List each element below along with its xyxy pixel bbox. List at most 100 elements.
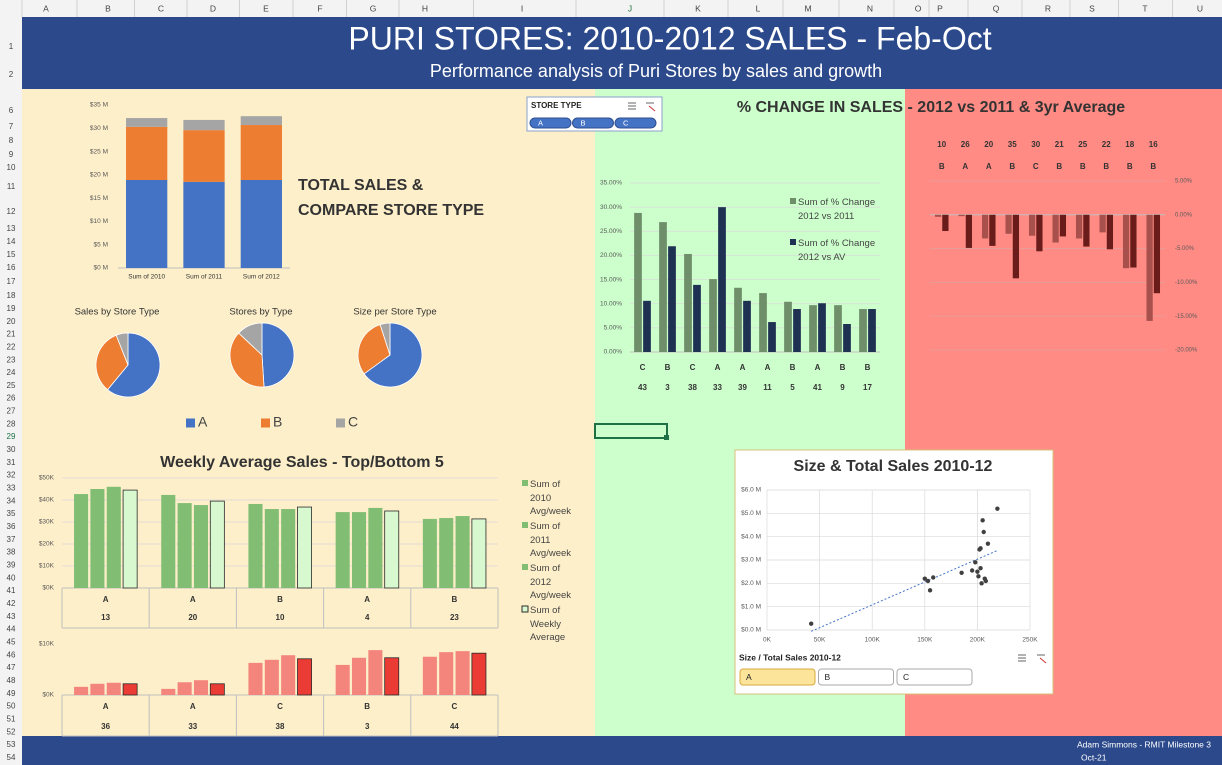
bar xyxy=(759,293,767,352)
column-header: N xyxy=(867,3,873,13)
bar xyxy=(981,214,989,239)
row-header: 54 xyxy=(7,753,16,762)
y-tick-label: $10 M xyxy=(90,218,108,225)
row-header: 13 xyxy=(7,224,16,233)
legend-swatch xyxy=(790,239,796,245)
scatter-point xyxy=(980,518,985,523)
column-header: K xyxy=(695,3,701,13)
bar xyxy=(422,656,437,695)
row-header: 48 xyxy=(7,676,16,685)
x-subcategory-label: 20 xyxy=(188,613,197,622)
bar xyxy=(718,207,726,352)
bar xyxy=(1106,214,1114,250)
bar xyxy=(193,505,209,588)
bar-segment xyxy=(240,116,282,126)
row-header: 28 xyxy=(7,419,16,428)
bar xyxy=(659,222,667,352)
legend-label: Sum of 2011 Avg/week xyxy=(530,521,572,559)
row-header: 37 xyxy=(7,535,16,544)
x-subcategory-label: 21 xyxy=(1055,140,1064,149)
row-header: 14 xyxy=(7,237,16,246)
row-header: 19 xyxy=(7,304,16,313)
bar xyxy=(264,509,279,588)
row-header: 11 xyxy=(7,182,16,191)
bar xyxy=(1099,214,1106,233)
x-tick-label: A xyxy=(765,363,771,372)
column-header-bar xyxy=(0,0,1222,17)
pie-slice xyxy=(357,324,391,375)
x-tick-label: B xyxy=(1056,162,1062,171)
selected-cell[interactable] xyxy=(594,423,668,439)
legend-swatch xyxy=(261,418,270,428)
dashboard-title: PURI STORES: 2010-2012 SALES - Feb-Oct xyxy=(348,20,991,56)
bar xyxy=(1083,214,1090,247)
scatter-point xyxy=(979,581,984,586)
row-header: 25 xyxy=(7,381,16,390)
y-tick-label: 0.00% xyxy=(604,349,623,356)
x-subcategory-label: 36 xyxy=(101,722,110,731)
x-subcategory-label: 35 xyxy=(1008,140,1017,149)
slicer-button[interactable] xyxy=(529,117,572,129)
slicer-button[interactable] xyxy=(614,117,657,129)
bar xyxy=(843,323,851,352)
bar xyxy=(281,655,296,695)
x-tick-label: B xyxy=(865,363,871,372)
x-subcategory-label: 13 xyxy=(101,613,110,622)
x-tick-label: 0K xyxy=(763,637,772,644)
row-header: 52 xyxy=(7,727,16,736)
bar xyxy=(809,305,817,352)
bar-segment xyxy=(126,118,168,127)
x-subcategory-label: 20 xyxy=(984,140,993,149)
bar xyxy=(351,512,367,588)
slicer-button[interactable] xyxy=(896,668,973,686)
y-tick-label: -20.00% xyxy=(1175,348,1198,354)
x-tick-label: 200K xyxy=(970,637,986,644)
y-tick-label: 25.00% xyxy=(600,228,622,235)
slicer-button[interactable] xyxy=(572,117,614,129)
bar xyxy=(958,214,965,217)
scatter-panel xyxy=(734,449,1054,695)
row-header: 32 xyxy=(7,471,16,480)
column-header: I xyxy=(521,3,523,13)
fill-handle[interactable] xyxy=(664,435,669,440)
chart-title: Size per Store Type xyxy=(353,307,436,318)
slicer-button[interactable] xyxy=(818,668,894,686)
row-header: 45 xyxy=(7,638,16,647)
x-tick-label: 100K xyxy=(865,637,881,644)
column-header: O xyxy=(915,3,922,13)
row-header: 2 xyxy=(9,70,14,79)
row-header-bar xyxy=(0,17,22,765)
legend-swatch xyxy=(522,564,528,570)
y-tick-label: 20.00% xyxy=(600,252,622,259)
row-header: 43 xyxy=(7,612,16,621)
x-tick-label: 50K xyxy=(814,637,826,644)
chart-title: % CHANGE IN SALES - 2012 vs 2011 & 3yr A… xyxy=(737,99,1125,116)
bar xyxy=(793,309,801,352)
bar xyxy=(368,650,383,695)
x-tick-label: A xyxy=(364,595,370,604)
x-subcategory-label: 4 xyxy=(365,613,370,622)
x-tick-label: B xyxy=(277,595,283,604)
y-tick-label: -10.00% xyxy=(1175,280,1198,286)
row-header: 50 xyxy=(7,702,16,711)
row-header: 20 xyxy=(7,317,16,326)
bar xyxy=(177,503,192,588)
y-tick-label: $0K xyxy=(42,692,54,699)
scatter-point xyxy=(925,578,931,584)
x-tick-label: B xyxy=(1127,162,1133,171)
column-header: C xyxy=(158,3,164,13)
slicer-title: STORE TYPE xyxy=(531,101,582,110)
legend-label: Sum of % Change 2012 vs 2011 xyxy=(798,197,876,222)
y-tick-label: $10K xyxy=(39,641,55,648)
row-header: 47 xyxy=(7,663,16,672)
slicer-button[interactable] xyxy=(739,668,816,686)
scatter-point xyxy=(922,576,927,581)
bar xyxy=(1036,214,1043,252)
x-tick-label: A xyxy=(103,702,109,711)
column-header: L xyxy=(756,3,761,13)
row-header: 41 xyxy=(7,586,16,595)
bar xyxy=(248,503,263,588)
pie-slice xyxy=(261,322,295,388)
scatter-point xyxy=(808,621,814,626)
row-header: 12 xyxy=(7,207,16,216)
